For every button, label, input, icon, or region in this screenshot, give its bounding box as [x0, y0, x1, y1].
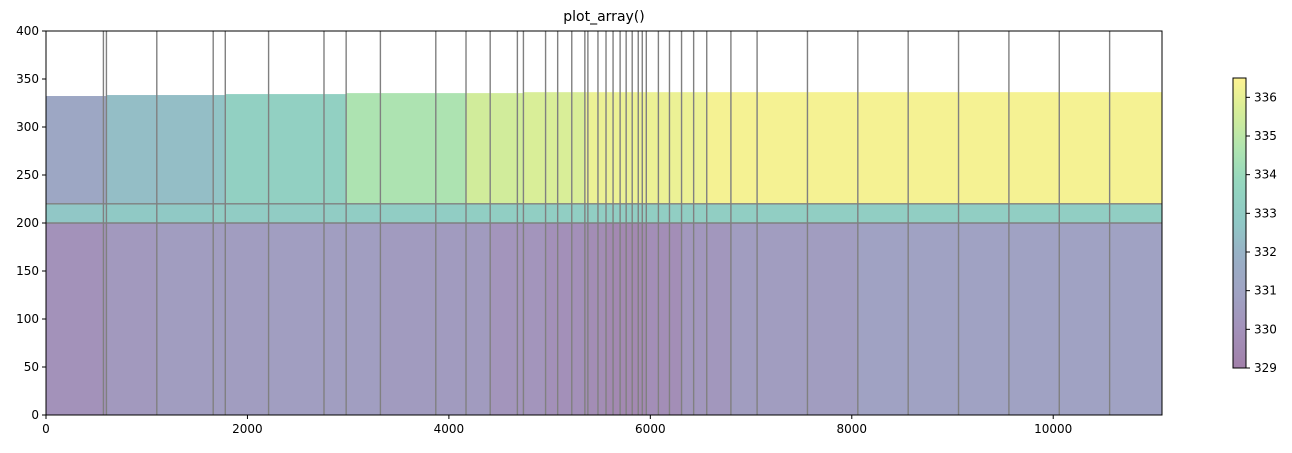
cell-layer-1-0	[46, 96, 107, 205]
grid-lines	[46, 31, 1162, 415]
y-tick-label-8: 400	[16, 24, 39, 38]
y-tick-label-3: 150	[16, 264, 39, 278]
colorbar-tick-label-0: 329	[1254, 361, 1277, 375]
x-tick-label-2: 4000	[434, 422, 465, 436]
cell-layer-3-1	[106, 222, 158, 415]
x-tick-label-1: 2000	[232, 422, 263, 436]
cell-layer-3-9	[646, 222, 682, 415]
cell-layer-2-1	[106, 203, 214, 224]
cell-layer-2-2	[212, 203, 347, 224]
colorbar-tick-label-6: 335	[1254, 129, 1277, 143]
colorbar-tick-label-4: 333	[1254, 206, 1277, 220]
colorbar-bar	[1232, 77, 1247, 369]
chart-title: plot_array()	[563, 9, 644, 25]
cell-layer-3-12	[857, 222, 1162, 415]
cell-layer-2-3	[345, 203, 467, 224]
cell-layer-1-8	[706, 92, 1162, 205]
cell-layer-1-3	[225, 94, 347, 205]
colorbar-tick-label-7: 336	[1254, 90, 1277, 104]
x-tick-label-0: 0	[42, 422, 50, 436]
colorbar: 329 330 331 332 333 334 335 336	[1232, 77, 1277, 375]
colorbar-tick-label-1: 330	[1254, 322, 1277, 336]
cell-layer-2-4	[465, 203, 1162, 224]
y-tick-label-1: 50	[24, 360, 39, 374]
cell-layer-1-4	[345, 93, 467, 205]
cell-layer-3-6	[545, 222, 586, 415]
cell-layer-2-0	[46, 203, 107, 224]
x-axis: 0 2000 4000 6000 8000 10000	[42, 415, 1072, 436]
colorbar-tick-label-5: 334	[1254, 168, 1277, 182]
y-axis: 0 50 100 150 200 250 300 350 400	[16, 24, 46, 422]
cell-layer-1-1	[106, 95, 214, 205]
y-tick-label-7: 350	[16, 72, 39, 86]
cell-layer-3-11	[730, 222, 859, 415]
cell-layer-1-2	[212, 95, 226, 205]
colorbar-tick-label-2: 331	[1254, 284, 1277, 298]
y-tick-label-6: 300	[16, 120, 39, 134]
x-tick-label-3: 6000	[635, 422, 666, 436]
y-tick-label-2: 100	[16, 312, 39, 326]
cell-layer-1-5	[465, 93, 524, 205]
y-tick-label-4: 200	[16, 216, 39, 230]
colorbar-tick-label-3: 332	[1254, 245, 1277, 259]
y-tick-label-0: 0	[31, 408, 39, 422]
cell-layer-3-0	[46, 222, 107, 415]
cell-layer-1-6	[523, 92, 586, 205]
y-tick-label-5: 250	[16, 168, 39, 182]
x-tick-label-4: 8000	[837, 422, 868, 436]
x-tick-label-5: 10000	[1034, 422, 1072, 436]
